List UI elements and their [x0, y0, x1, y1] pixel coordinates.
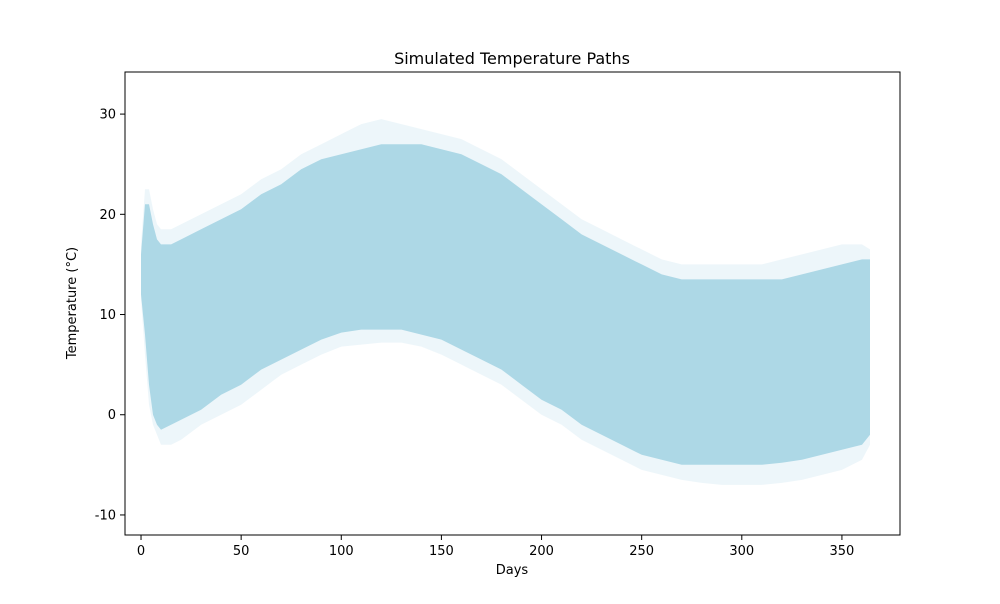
y-tick-label: -10: [95, 508, 116, 523]
axes-frame: [124, 71, 901, 536]
y-axis: -10 0 10 20 30: [95, 108, 125, 523]
x-tick-label: 150: [429, 544, 454, 559]
x-axis-label: Days: [496, 563, 529, 578]
simulated-paths-band: [141, 144, 870, 465]
x-tick-label: 50: [233, 544, 250, 559]
plot-area: [141, 119, 870, 485]
x-tick-label: 300: [729, 544, 754, 559]
x-tick-label: 100: [329, 544, 354, 559]
y-tick-label: 10: [99, 308, 116, 323]
y-tick-label: 20: [99, 208, 116, 223]
x-axis: 0 50 100 150 200 250 300 350: [137, 535, 854, 559]
chart-title: Simulated Temperature Paths: [394, 49, 630, 68]
x-tick-label: 350: [830, 544, 855, 559]
y-tick-label: 0: [108, 408, 116, 423]
x-tick-label: 0: [137, 544, 145, 559]
x-tick-label: 200: [529, 544, 554, 559]
y-tick-label: 30: [99, 108, 116, 123]
x-tick-label: 250: [629, 544, 654, 559]
y-axis-label: Temperature (°C): [65, 247, 80, 360]
